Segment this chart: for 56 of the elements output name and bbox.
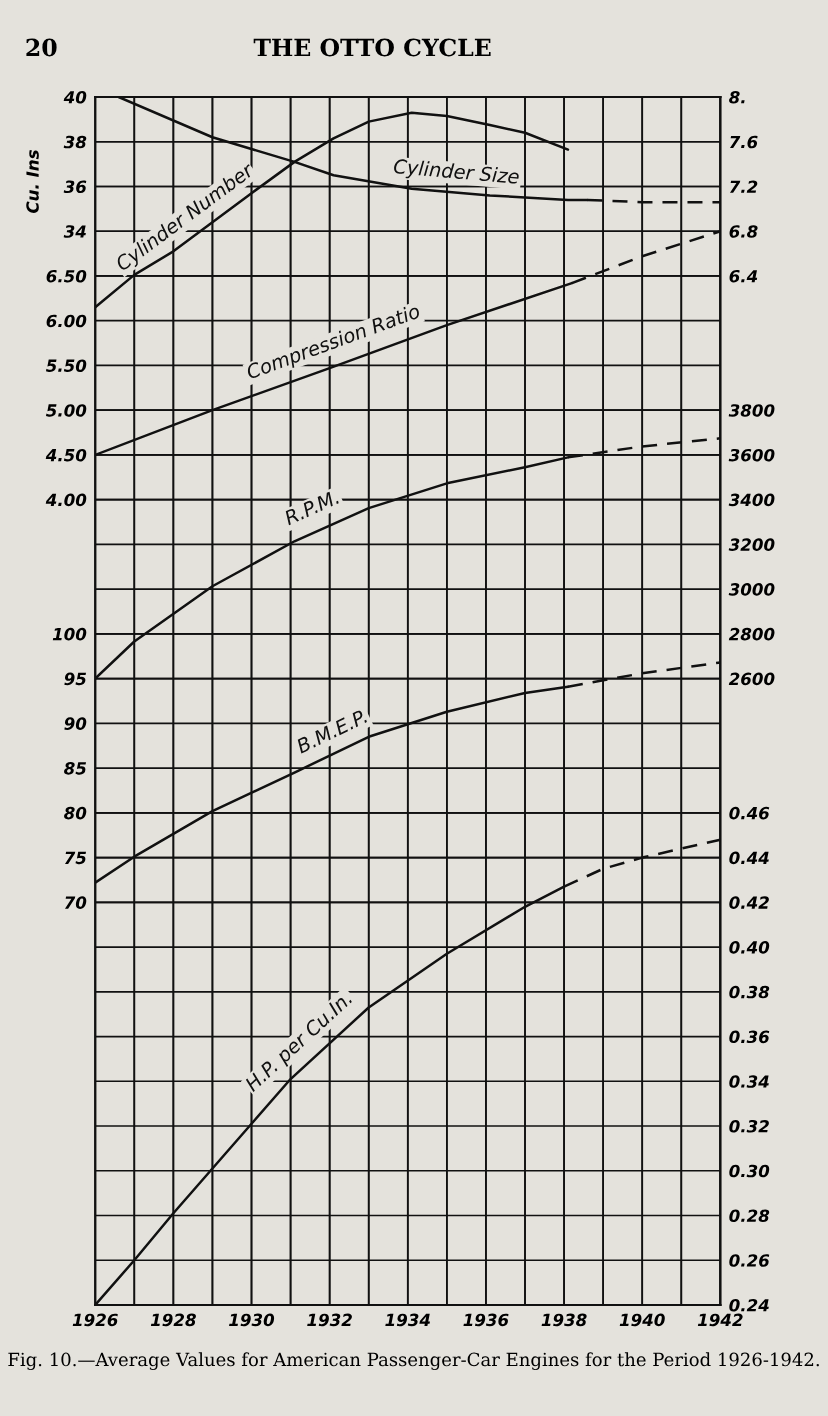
y2-tick-label: 2800 — [728, 627, 775, 641]
y-tick-label: 36 — [63, 180, 87, 194]
y-tick-label: 75 — [65, 851, 87, 865]
text: 20 — [26, 38, 57, 57]
y2-tick-label: 7.2 — [730, 180, 758, 193]
x-tick-label: 1932 — [307, 1313, 352, 1327]
y2-tick-label: 8. — [729, 90, 745, 104]
y2-tick-label: 3600 — [728, 448, 775, 462]
x-tick-label: 1926 — [72, 1313, 118, 1327]
y3-tick-label: 4.00 — [45, 493, 87, 507]
y-tick-label: 70 — [65, 896, 87, 909]
y3-tick-label: 0.30 — [729, 1164, 770, 1178]
y2-tick-label: 6.4 — [729, 269, 758, 283]
y2-tick-label: 6.8 — [729, 225, 758, 238]
y3-tick-label: 0.34 — [729, 1075, 769, 1088]
x-tick-label: 1942 — [697, 1313, 743, 1327]
y-tick-label: 80 — [64, 806, 87, 820]
y-axis-title: Cu. Ins — [26, 150, 39, 214]
x-tick-label: 1928 — [150, 1313, 196, 1327]
y3-tick-label: 6.50 — [46, 269, 87, 283]
y-tick-label: 85 — [64, 762, 87, 775]
text: THE OTTO CYCLE — [253, 38, 491, 57]
y-tick-label: 38 — [63, 135, 87, 149]
y3-tick-label: 0.24 — [729, 1298, 769, 1312]
x-tick-label: 1930 — [229, 1313, 275, 1327]
y2-tick-label: 7.6 — [730, 135, 758, 149]
y3-tick-label: 0.28 — [729, 1209, 770, 1223]
x-tick-label: 1938 — [541, 1313, 587, 1327]
y3-tick-label: 0.36 — [729, 1030, 770, 1044]
y2-tick-label: 3400 — [728, 493, 775, 507]
y3-tick-label: 0.40 — [729, 941, 770, 954]
y2-tick-label: 3000 — [728, 583, 775, 596]
y3-tick-label: 5.50 — [45, 359, 87, 373]
y3-tick-label: 0.32 — [729, 1119, 769, 1133]
x-tick-label: 1940 — [619, 1313, 665, 1327]
y3-tick-label: 0.38 — [729, 985, 770, 999]
y2-tick-label: 3800 — [728, 404, 775, 417]
x-tick-label: 1936 — [463, 1313, 509, 1327]
y2-tick-label: 3200 — [728, 538, 775, 551]
y-tick-label: 90 — [64, 717, 87, 730]
y3-tick-label: 4.50 — [45, 448, 87, 462]
y2-tick-label: 2600 — [728, 672, 775, 686]
y3-tick-label: 0.26 — [729, 1254, 770, 1267]
x-tick-label: 1934 — [385, 1313, 430, 1327]
series-label: Cylinder Size — [393, 158, 520, 188]
y-tick-label: 34 — [63, 225, 86, 238]
y3-tick-label: 0.42 — [729, 896, 769, 909]
y3-tick-label: 6.00 — [46, 314, 87, 328]
text: R.P.M. — [283, 489, 340, 526]
y3-tick-label: 0.44 — [729, 851, 769, 865]
y3-tick-label: 5.00 — [45, 404, 87, 417]
y-tick-label: 95 — [64, 672, 87, 686]
y3-tick-label: 0.46 — [729, 806, 770, 820]
y-tick-label: 40 — [63, 90, 87, 104]
text: Fig. 10.—Average Values for American Passenger-Car Engines for the Period 1926-1942. — [8, 1352, 819, 1371]
y-tick-label: 100 — [52, 627, 87, 641]
